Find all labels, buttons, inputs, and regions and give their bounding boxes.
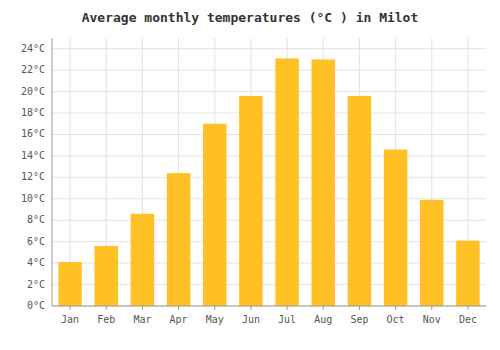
y-tick-label: 20°C xyxy=(21,86,45,97)
x-tick-label: May xyxy=(206,314,224,325)
bar xyxy=(420,200,444,306)
x-tick-label: Jul xyxy=(278,314,296,325)
x-tick xyxy=(467,306,468,310)
chart-holder: 0°C 2°C 4°C 6°C 8°C 10°C 12°C 14°C 16°C 18°C 20°C 2… xyxy=(0,0,500,350)
x-tick-label: Jun xyxy=(242,314,260,325)
y-tick-label: 18°C xyxy=(21,107,45,118)
y-axis-line xyxy=(52,38,53,306)
y-tick-label: 14°C xyxy=(21,150,45,161)
x-tick xyxy=(142,306,143,310)
x-tick xyxy=(70,306,71,310)
x-tick xyxy=(178,306,179,310)
title: Average monthly temperatures (°C ) in Mi… xyxy=(82,10,419,25)
y-grid-line xyxy=(52,177,486,178)
bar xyxy=(58,262,82,306)
y-tick-label: 0°C xyxy=(27,300,45,311)
y-grid-line xyxy=(52,113,486,114)
bar xyxy=(167,173,191,306)
y-tick-label: 22°C xyxy=(21,64,45,75)
y-grid-line xyxy=(52,306,486,307)
y-tick-label: 2°C xyxy=(27,279,45,290)
y-grid-line xyxy=(52,70,486,71)
y-tick-label: 10°C xyxy=(21,193,45,204)
y-tick-label: 4°C xyxy=(27,257,45,268)
x-tick xyxy=(106,306,107,310)
x-tick-label: Oct xyxy=(387,314,405,325)
x-tick-label: Aug xyxy=(314,314,332,325)
bar xyxy=(456,241,480,306)
x-tick-label: Nov xyxy=(423,314,441,325)
x-tick-label: Dec xyxy=(459,314,477,325)
y-tick-label: 8°C xyxy=(27,214,45,225)
x-tick xyxy=(287,306,288,310)
bars xyxy=(58,58,479,306)
y-grid-line xyxy=(52,155,486,156)
y-tick-label: 6°C xyxy=(27,236,45,247)
y-grid-line xyxy=(52,134,486,135)
bar xyxy=(311,59,335,306)
y-tick-label: 16°C xyxy=(21,128,45,139)
x-tick xyxy=(250,306,251,310)
bar xyxy=(239,96,263,306)
x-tick xyxy=(359,306,360,310)
y-axis: 0°C 2°C 4°C 6°C 8°C 10°C 12°C 14°C 16°C 18°C 20°C 2… xyxy=(21,38,52,311)
bar xyxy=(348,96,372,306)
x-axis-line xyxy=(52,306,486,307)
x-tick-label: Sep xyxy=(350,314,368,325)
x-tick xyxy=(214,306,215,310)
x-tick-label: Jan xyxy=(61,314,79,325)
bar xyxy=(384,149,408,306)
x-tick-label: Mar xyxy=(133,314,151,325)
chart-svg: 0°C 2°C 4°C 6°C 8°C 10°C 12°C 14°C 16°C 18°C 20°C 2… xyxy=(0,0,500,350)
x-axis: Jan Feb Mar Apr May Jun Jul Aug Sep Oct Nov Dec xyxy=(52,306,486,325)
bar xyxy=(275,58,299,306)
y-grid-line xyxy=(52,48,486,49)
grid xyxy=(52,38,486,306)
x-tick xyxy=(395,306,396,310)
bar xyxy=(94,246,118,306)
bar xyxy=(203,124,227,306)
y-tick-label: 24°C xyxy=(21,43,45,54)
x-tick xyxy=(323,306,324,310)
bar xyxy=(131,214,155,306)
y-grid-line xyxy=(52,198,486,199)
y-tick-label: 12°C xyxy=(21,171,45,182)
x-tick xyxy=(431,306,432,310)
y-grid-line xyxy=(52,91,486,92)
x-tick-label: Apr xyxy=(170,314,188,325)
x-tick-label: Feb xyxy=(97,314,115,325)
